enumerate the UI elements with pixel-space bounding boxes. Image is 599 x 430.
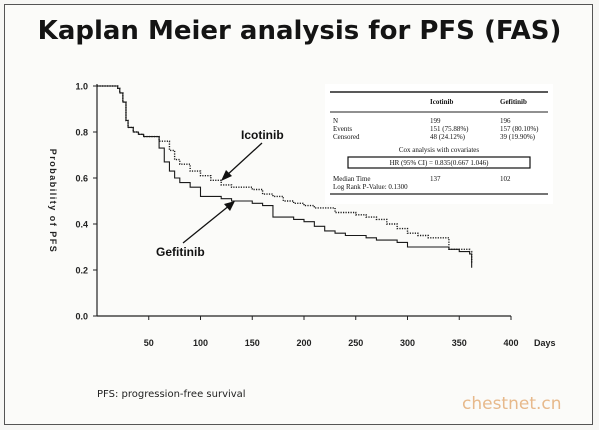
- inset-header-icotinib: Icotinib: [430, 98, 453, 106]
- y-axis-label: Probability of PFS: [48, 149, 58, 254]
- watermark: chestnet.cn: [462, 394, 562, 414]
- y-tick-label: 0.6: [75, 174, 88, 184]
- y-tick-label: 1.0: [75, 82, 88, 92]
- inset-hr-box: [347, 156, 531, 169]
- inset-logrank: Log Rank P-Value: 0.1300: [333, 183, 408, 191]
- chart-curves: [97, 85, 473, 268]
- arrow-gefitinib: [182, 204, 231, 244]
- inset-header-gefitinib: Gefitinib: [500, 98, 527, 106]
- footnote: PFS: progression-free survival: [97, 389, 246, 400]
- arrowhead-icotinib: [221, 170, 232, 181]
- y-tick-label: 0.4: [75, 220, 88, 230]
- inset-cell: 48 (24.12%): [430, 133, 466, 141]
- x-tick-label: 250: [348, 338, 363, 348]
- x-tick-label: 200: [296, 338, 311, 348]
- inset-cell: 199: [430, 117, 441, 125]
- y-tick-label: 0.8: [75, 128, 88, 138]
- x-tick-label: 350: [452, 338, 467, 348]
- chart-axes: 0.0 0.2 0.4 0.6 0.8 1.0 50 100 150 200 250 300 350 40…: [48, 82, 556, 349]
- chart-title: Kaplan Meier analysis for PFS (FAS): [37, 16, 562, 46]
- inset-median-label: Median Time: [333, 175, 371, 183]
- slide-frame: [4, 4, 593, 425]
- annotation-icotinib: Icotinib: [241, 128, 284, 142]
- inset-row-label: Censored: [333, 133, 360, 141]
- y-tick-label: 0.0: [75, 312, 88, 322]
- x-tick-label: 50: [144, 338, 154, 348]
- inset-row-label: Events: [333, 125, 352, 133]
- inset-cell: 39 (19.90%): [500, 133, 536, 141]
- inset-background: [325, 84, 553, 204]
- x-tick-label: 400: [503, 338, 518, 348]
- x-axis-label: Days: [534, 338, 556, 348]
- inset-median-icotinib: 137: [430, 175, 441, 183]
- inset-median-gefitinib: 102: [500, 175, 511, 183]
- arrowhead-gefitinib: [224, 201, 235, 211]
- inset-cell: 196: [500, 117, 511, 125]
- y-tick-label: 0.2: [75, 266, 88, 276]
- inset-cell: 157 (80.10%): [500, 125, 539, 133]
- survival-curve-gefitinib: [97, 85, 473, 268]
- annotation-gefitinib: Gefitinib: [156, 245, 205, 259]
- chart-annotations: Icotinib Gefitinib: [156, 128, 284, 259]
- inset-cox-label: Cox analysis with covariates: [399, 146, 480, 154]
- x-tick-label: 300: [400, 338, 415, 348]
- x-tick-label: 100: [193, 338, 208, 348]
- arrow-icotinib: [225, 142, 263, 177]
- x-tick-label: 150: [245, 338, 260, 348]
- inset-row-label: N: [333, 117, 338, 125]
- inset-hr-text: HR (95% CI) = 0.835(0.667 1.046): [390, 159, 489, 167]
- inset-cell: 151 (75.88%): [430, 125, 469, 133]
- inset-table: Icotinib Gefitinib N 199 196 Events 151 (75.88…: [325, 84, 553, 204]
